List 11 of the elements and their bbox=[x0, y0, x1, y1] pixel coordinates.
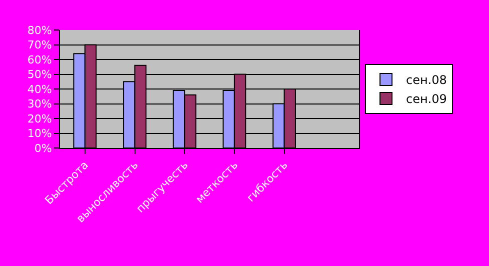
legend-label: сен.08 bbox=[406, 73, 447, 88]
y-tick-label: 20% bbox=[27, 112, 52, 126]
y-tick-label: 40% bbox=[27, 82, 52, 96]
y-tick-label: 80% bbox=[27, 24, 52, 37]
y-tick-label: 30% bbox=[27, 98, 52, 111]
y-tick-label: 60% bbox=[27, 53, 52, 66]
y-tick-label: 70% bbox=[27, 38, 52, 52]
legend-label: сен.09 bbox=[406, 92, 447, 106]
y-tick-label: 10% bbox=[27, 127, 52, 140]
y-tick-label: 50% bbox=[27, 68, 52, 82]
y-tick-label: 0% bbox=[34, 142, 52, 155]
